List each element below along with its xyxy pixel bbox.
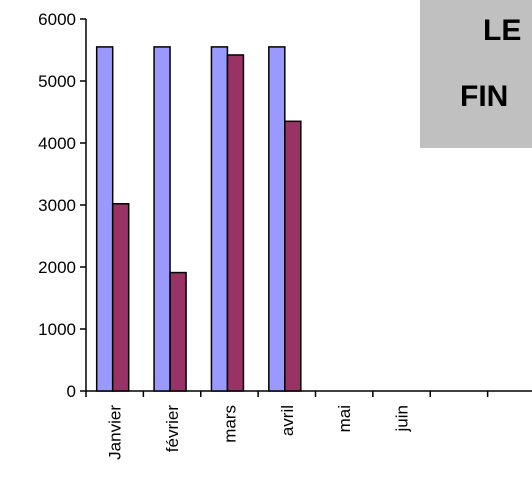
x-category-label: juin xyxy=(393,405,412,432)
bar-series-1 xyxy=(210,46,229,392)
y-tick-label: 4000 xyxy=(38,134,76,153)
bar-series-2 xyxy=(111,203,130,392)
bar-series-1 xyxy=(153,46,171,392)
x-axis: Janvier février mars avril mai juin xyxy=(85,390,532,460)
y-tick-label: 2000 xyxy=(38,258,76,277)
y-tick-label: 5000 xyxy=(38,72,76,91)
y-tick-label: 3000 xyxy=(38,196,76,215)
bar-series-1 xyxy=(95,46,114,392)
bar-series-2 xyxy=(284,120,302,392)
chart-title-line-1: LE xyxy=(483,14,522,47)
x-category-label: mars xyxy=(220,405,239,443)
x-category-label: Janvier xyxy=(106,405,125,460)
bars xyxy=(95,46,302,392)
bar-series-2 xyxy=(169,271,187,392)
chart-title-box: LE FIN xyxy=(420,0,532,148)
bar-series-2 xyxy=(226,54,245,392)
y-tick-label: 0 xyxy=(67,382,76,401)
bar-series-1 xyxy=(268,46,286,392)
y-axis: 0 1000 2000 3000 4000 5000 6000 xyxy=(38,10,87,401)
y-tick-label: 1000 xyxy=(38,320,76,339)
x-category-label: avril xyxy=(278,405,297,436)
y-tick-label: 6000 xyxy=(38,10,76,29)
x-category-label: février xyxy=(163,405,182,453)
x-category-label: mai xyxy=(335,405,354,432)
chart-title-line-2: FIN xyxy=(460,80,509,113)
